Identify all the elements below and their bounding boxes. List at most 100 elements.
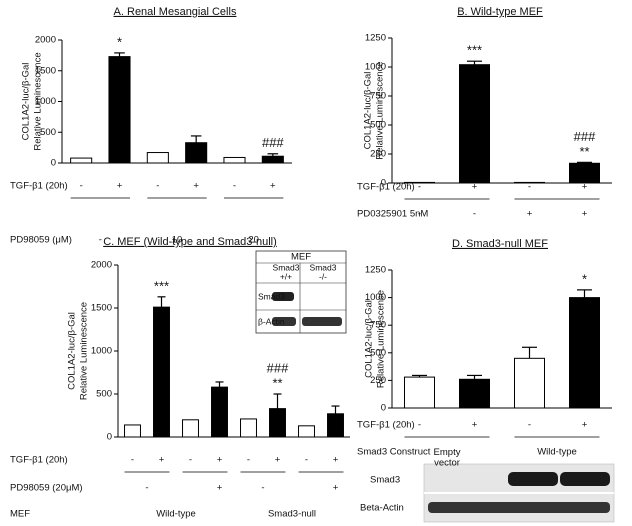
- y-axis-label: Relative Luminescence: [79, 302, 90, 400]
- y-tick-label: 500: [40, 127, 56, 138]
- bar: [514, 181, 545, 184]
- y-tick-label: 1000: [365, 62, 386, 73]
- y-tick-label: 250: [370, 375, 386, 386]
- condition-label: -: [189, 455, 192, 466]
- bar: [182, 419, 199, 438]
- condition-label: Wild-type: [537, 447, 577, 458]
- y-tick-label: 1500: [91, 303, 112, 314]
- y-axis-label: Relative Luminescence: [33, 52, 44, 150]
- condition-label: +: [270, 181, 276, 192]
- inset-row: β-Actin: [258, 316, 285, 326]
- condition-label: 10: [172, 235, 183, 246]
- bar: [569, 162, 600, 184]
- condition-label: +: [472, 420, 478, 431]
- blot: Smad3 Beta-Actin: [360, 463, 615, 523]
- condition-label: Wild-type: [156, 509, 196, 520]
- y-tick-label: 1000: [365, 292, 386, 303]
- inset-blot: MEF Smad3 +/+ Smad3 -/- Smad3 β-Actin: [255, 250, 347, 334]
- y-axis-label: Relative Luminescence: [376, 290, 387, 388]
- inset-column: Smad3: [273, 262, 300, 272]
- row-label: TGF-β1 (20h): [10, 181, 68, 192]
- condition-label: -: [156, 181, 159, 192]
- bar: [70, 157, 93, 164]
- error-bar: [273, 393, 282, 409]
- condition-label: -: [261, 483, 264, 494]
- condition-label: -: [131, 455, 134, 466]
- condition-label: -: [233, 181, 236, 192]
- blot-band: [272, 317, 296, 326]
- bar: [298, 425, 315, 438]
- condition-label: +: [159, 455, 165, 466]
- condition-label: +: [333, 455, 339, 466]
- condition-label: -: [247, 455, 250, 466]
- blot-row: Beta-Actin: [360, 503, 404, 514]
- panel-title: A. Renal Mesangial Cells: [114, 6, 237, 18]
- y-tick-label: 1000: [35, 96, 56, 107]
- condition-label: +: [217, 455, 223, 466]
- row-label: TGF-β1 (20h): [10, 455, 68, 466]
- error-bar: [267, 153, 279, 157]
- y-tick-label: 1500: [35, 65, 56, 76]
- row-label: MEF: [10, 509, 30, 520]
- y-tick-label: 500: [370, 347, 386, 358]
- row-label: PD0325901 5nM: [357, 209, 428, 220]
- error-bar: [331, 405, 340, 414]
- bar: [223, 156, 246, 164]
- panel: B. Wild-type MEF 0 250 500 750 1000 1250 COL1A2…: [357, 6, 612, 220]
- panel: D. Smad3-null MEF 0 250 500 750 1000 1250 COL1A…: [357, 238, 612, 468]
- condition-label: +: [582, 420, 588, 431]
- condition-label: +: [582, 182, 588, 193]
- bar: [153, 306, 170, 438]
- condition-label: -: [418, 209, 421, 220]
- bar: [124, 424, 141, 438]
- condition-label: Smad3-null: [268, 509, 316, 520]
- condition-label: +: [333, 483, 339, 494]
- y-tick-label: 750: [370, 91, 386, 102]
- y-tick-label: 500: [96, 389, 112, 400]
- error-bar: [577, 161, 592, 164]
- bar: [404, 181, 435, 184]
- error-bar: [467, 60, 482, 65]
- y-tick-label: 0: [107, 432, 112, 443]
- error-bar: [215, 381, 224, 388]
- y-axis-label: Relative Luminescence: [375, 61, 386, 159]
- annotation: ###: [574, 129, 596, 144]
- condition-label: -: [418, 182, 421, 193]
- y-tick-label: 1250: [365, 265, 386, 276]
- condition-label: -: [418, 420, 421, 431]
- bar: [327, 413, 344, 438]
- bar: [459, 378, 490, 409]
- bar: [240, 418, 257, 438]
- error-bar: [577, 289, 592, 298]
- condition-label: -: [145, 483, 148, 494]
- inset-row: Smad3: [258, 291, 285, 301]
- condition-label: -: [80, 181, 83, 192]
- row-label: PD98059 (μM): [10, 235, 72, 246]
- row-label: PD98059 (20μM): [10, 483, 83, 494]
- y-axis-label: COL1A2-luc/β-Gal: [363, 72, 374, 150]
- bar: [211, 386, 228, 438]
- annotation: ***: [154, 278, 169, 293]
- annotation: ###: [262, 135, 284, 150]
- y-tick-label: 2000: [35, 35, 56, 46]
- annotation: ###: [267, 360, 289, 375]
- y-tick-label: 0: [51, 158, 56, 169]
- condition-label: 20: [248, 235, 259, 246]
- bar: [146, 152, 169, 164]
- y-tick-label: 0: [381, 403, 386, 414]
- condition-label: -: [305, 455, 308, 466]
- annotation: ***: [467, 43, 482, 58]
- condition-label: +: [527, 209, 533, 220]
- y-tick-label: 2000: [91, 260, 112, 271]
- condition-label: +: [275, 455, 281, 466]
- condition-label: Empty vector: [434, 447, 461, 468]
- panel-title: C. MEF (Wild-type and Smad3-null): [103, 236, 277, 248]
- y-tick-label: 250: [370, 149, 386, 160]
- condition-label: -: [99, 235, 102, 246]
- blot-band: [428, 502, 610, 513]
- y-axis-label: COL1A2-luc/β-Gal: [364, 300, 375, 378]
- error-bar: [114, 52, 125, 57]
- inset-column: Smad3: [310, 262, 337, 272]
- y-tick-label: 1250: [365, 33, 386, 44]
- error-bar: [522, 346, 537, 359]
